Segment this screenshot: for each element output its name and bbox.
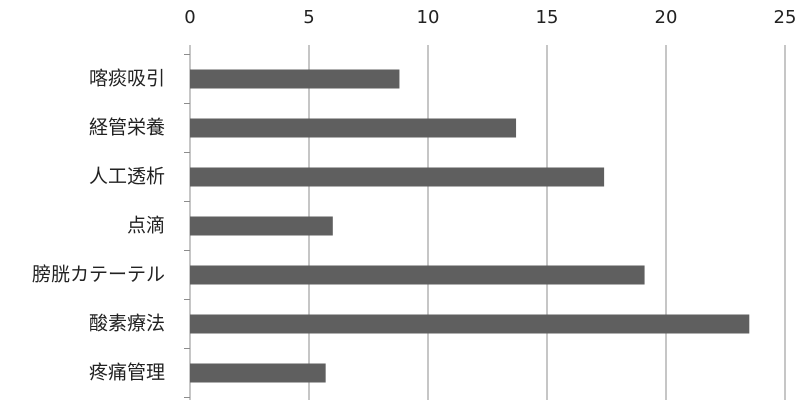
- y-tick-label: 疼痛管理: [89, 362, 165, 384]
- bar: [190, 363, 326, 383]
- x-tick-label: 20: [655, 7, 678, 28]
- y-tick-label: 点滴: [127, 215, 165, 237]
- bar: [190, 265, 645, 285]
- bar: [190, 216, 333, 236]
- y-tick-label: 酸素療法: [89, 313, 165, 335]
- bar: [190, 69, 400, 89]
- y-tick-label: 人工透析: [89, 166, 165, 188]
- bar: [190, 167, 605, 187]
- bar: [190, 314, 750, 334]
- x-tick-label: 5: [303, 7, 314, 28]
- x-tick-label: 15: [536, 7, 559, 28]
- y-tick-label: 喀痰吸引: [89, 68, 165, 90]
- x-tick-label: 0: [184, 7, 195, 28]
- x-tick-label: 25: [774, 7, 797, 28]
- y-tick-label: 経管栄養: [89, 117, 165, 139]
- y-tick-label: 膀胱カテーテル: [32, 264, 165, 286]
- bar: [190, 118, 517, 138]
- x-tick-label: 10: [417, 7, 440, 28]
